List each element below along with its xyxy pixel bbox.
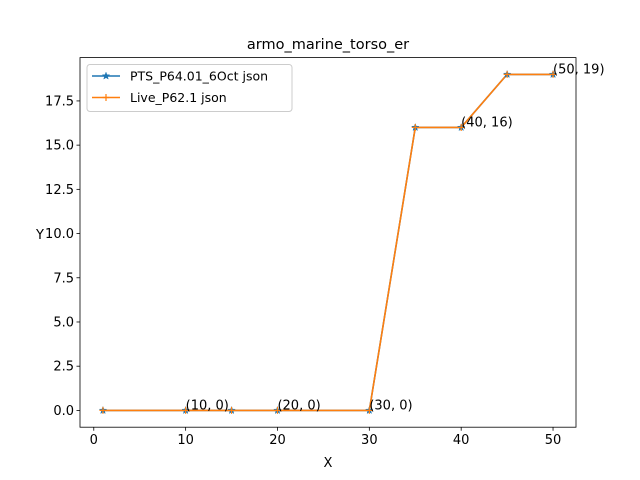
y-tick-label: 10.0 <box>45 227 74 242</box>
data-annotation: (50, 19) <box>553 62 605 77</box>
y-tick-label: 12.5 <box>45 183 74 198</box>
y-tick-label: 0.0 <box>53 404 74 419</box>
y-tick-label: 17.5 <box>45 94 74 109</box>
legend-label: Live_P62.1 json <box>130 90 227 105</box>
x-tick-label: 10 <box>177 433 194 448</box>
data-annotation: (10, 0) <box>186 398 229 413</box>
y-tick-label: 5.0 <box>53 315 74 330</box>
y-tick-label: 2.5 <box>53 360 74 375</box>
x-tick-label: 40 <box>453 433 470 448</box>
legend-star-marker <box>101 71 111 80</box>
data-point-plus <box>228 406 236 414</box>
data-annotation: (40, 16) <box>461 115 513 130</box>
data-point-plus <box>365 406 373 414</box>
plot-area: 0 10 20 30 40 50 0.0 2.5 5.0 7.5 10.0 12.5 15.0 17.5 (… <box>45 57 605 448</box>
x-axis-label: X <box>324 456 333 471</box>
data-point-plus <box>411 123 419 131</box>
data-annotation: (20, 0) <box>277 398 320 413</box>
x-tick-label: 30 <box>361 433 378 448</box>
data-point-plus <box>503 70 511 78</box>
data-point-plus <box>457 123 465 131</box>
y-axis-label: Y <box>35 228 44 243</box>
y-tick-label: 7.5 <box>53 271 74 286</box>
data-point-plus <box>99 406 107 414</box>
legend: PTS_P64.01_6Oct json Live_P62.1 json <box>86 64 293 112</box>
x-tick-label: 50 <box>545 433 562 448</box>
legend-label: PTS_P64.01_6Oct json <box>130 69 268 84</box>
data-point-plus <box>182 406 190 414</box>
data-annotation: (30, 0) <box>369 398 412 413</box>
legend-box <box>86 64 293 112</box>
data-point-plus <box>273 406 281 414</box>
x-tick-label: 20 <box>269 433 286 448</box>
x-tick-label: 0 <box>90 433 98 448</box>
axes-frame <box>79 57 577 428</box>
chart-title: armo_marine_torso_er <box>247 37 409 53</box>
data-point-plus <box>549 70 557 78</box>
legend-plus-marker <box>102 94 110 101</box>
y-tick-label: 15.0 <box>45 139 74 154</box>
